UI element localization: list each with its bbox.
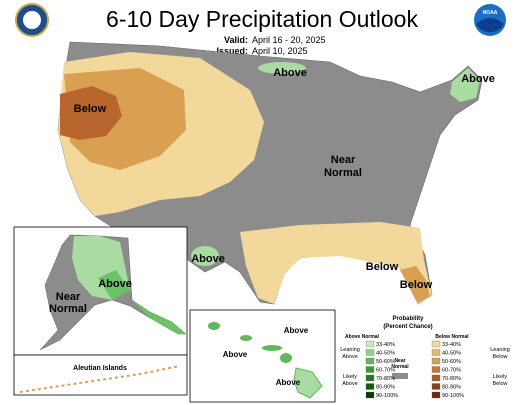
below-southeast [240, 222, 432, 304]
legend-side: Likely [493, 374, 507, 380]
legend-swatch [431, 383, 441, 390]
alaska-above-40 [98, 270, 130, 300]
hawaii-kauai [208, 322, 220, 330]
legend-range: 80-90% [376, 385, 395, 391]
hawaii-maui [280, 353, 292, 363]
legend-header: Below Normal [435, 334, 469, 340]
legend-swatch [431, 357, 441, 365]
legend-side: Below [493, 381, 508, 387]
legend-near: Normal [391, 364, 409, 370]
legend-swatch [431, 349, 441, 356]
legend-side: Leaning [340, 347, 360, 353]
legend-side: Above [342, 381, 358, 387]
label: Above [284, 326, 309, 335]
label: Below [74, 103, 107, 115]
above-texas [191, 246, 219, 266]
aleutian-islands [19, 365, 181, 393]
label: Above [191, 253, 225, 265]
doc-seal-inner [23, 11, 41, 29]
legend-side: Above [342, 354, 358, 360]
issued-date: April 10, 2025 [252, 46, 308, 56]
label: Normal [49, 303, 87, 315]
above-north [258, 62, 306, 74]
legend-range: 60-70% [442, 368, 461, 374]
legend-range: 50-60% [376, 359, 395, 365]
valid-dates: April 16 - 20, 2025 [252, 35, 326, 45]
legend-range: 90-100% [442, 393, 464, 399]
alaska-panhandle [132, 300, 186, 334]
label: Above [273, 67, 307, 79]
legend-range: 50-60% [442, 359, 461, 365]
hawaii-oahu [240, 335, 252, 341]
label: Near [331, 154, 356, 166]
legend-range: 60-70% [376, 368, 395, 374]
legend-swatch [431, 366, 441, 373]
legend-swatch [431, 374, 441, 382]
above-maine [450, 68, 480, 102]
noaa-wave [476, 18, 504, 33]
legend-swatch [365, 357, 375, 365]
legend-swatch [431, 391, 441, 399]
valid-label: Valid: [224, 35, 248, 45]
below-50-60-west [60, 86, 122, 140]
legend-range: 90-100% [376, 393, 398, 399]
below-florida [400, 266, 430, 303]
legend-title: (Percent Chance) [383, 324, 432, 330]
legend-swatch [365, 383, 375, 390]
label: Near [56, 291, 81, 303]
label: Above [461, 73, 495, 85]
legend-range: 33-40% [376, 342, 395, 348]
title: 6-10 Day Precipitation Outlook [106, 6, 418, 32]
legend-range: 33-40% [442, 342, 461, 348]
legend-side: Likely [343, 374, 357, 380]
hawaii-big-island [293, 367, 323, 399]
legend-swatch [365, 349, 375, 356]
legend-near: Near [394, 358, 405, 364]
aleutian-box [13, 354, 188, 396]
legend-header: Above Normal [345, 334, 380, 340]
legend-range: 80-90% [442, 385, 461, 391]
legend-swatch [365, 340, 375, 348]
legend-swatch [431, 340, 441, 348]
legend-range: 40-50% [376, 351, 395, 357]
label: Above [98, 278, 132, 290]
label: Below [366, 261, 399, 273]
label: Below [400, 279, 433, 291]
noaa-text: NOAA [483, 10, 498, 16]
issued-label: Issued: [216, 46, 248, 56]
hawaii-molokai [262, 345, 282, 351]
legend-range: 70-80% [442, 376, 461, 382]
label: Aleutian Islands [73, 365, 127, 372]
legend-swatch [365, 374, 375, 382]
label: Above [223, 350, 248, 359]
legend-side: Below [493, 354, 508, 360]
legend-swatch [365, 391, 375, 399]
legend-swatch [392, 373, 408, 379]
legend-side: Leaning [490, 347, 510, 353]
legend-swatch [365, 366, 375, 373]
legend-rows: 33-40% 40-50% 50-60% 60-70% 70-80% 80-90% 90-1… [365, 340, 464, 399]
label: Above [276, 378, 301, 387]
legend-range: 70-80% [376, 376, 395, 382]
legend-title: Probability [392, 316, 424, 322]
legend-range: 40-50% [442, 351, 461, 357]
label: Normal [324, 167, 362, 179]
